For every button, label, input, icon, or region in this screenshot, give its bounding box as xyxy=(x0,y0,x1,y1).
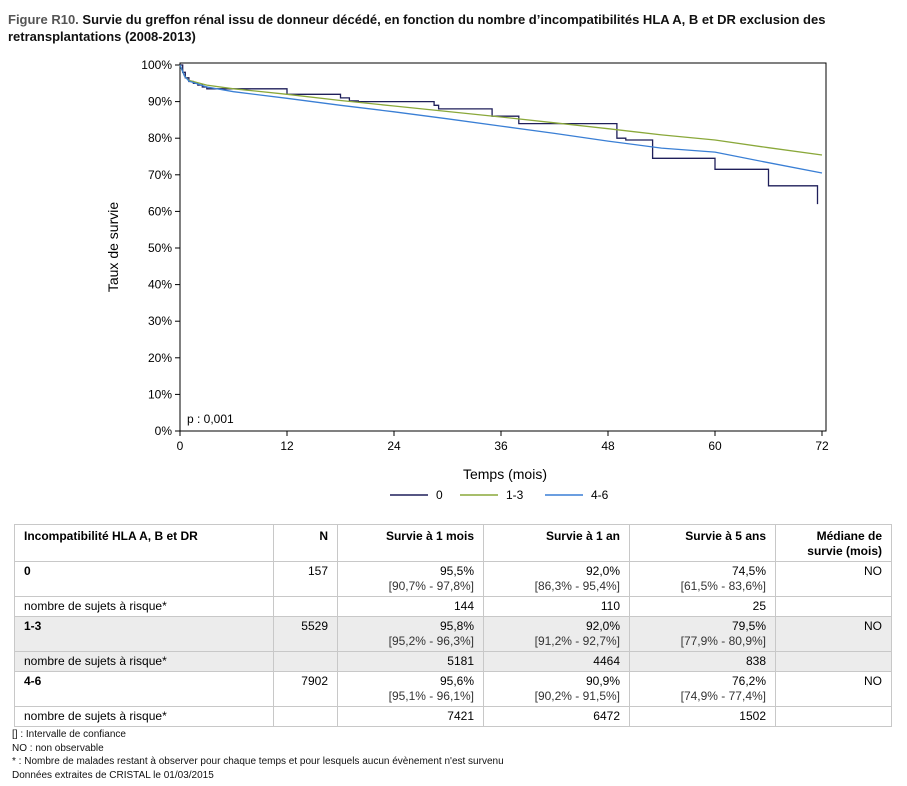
col-header-n: N xyxy=(273,524,338,562)
table-row: 0 157 95,5% [90,7% - 97,8%] 92,0% [86,3% -… xyxy=(14,561,892,597)
at-risk-1-year: 110 xyxy=(483,596,630,617)
col-header-incompatibility: Incompatibilité HLA A, B et DR xyxy=(14,524,274,562)
table-row-at-risk: nombre de sujets à risque* 5181 4464 838 xyxy=(14,651,892,672)
x-tick-label: 72 xyxy=(815,439,829,453)
col-header-survival-5-years: Survie à 5 ans xyxy=(629,524,776,562)
y-tick-label: 50% xyxy=(148,241,172,255)
survival-1-year: 92,0% [91,2% - 92,7%] xyxy=(483,616,630,652)
at-risk-5-years: 838 xyxy=(629,651,776,672)
survival-1-month: 95,6% [95,1% - 96,1%] xyxy=(337,671,484,707)
median-survival: NO xyxy=(775,561,892,597)
figure-title-text: Survie du greffon rénal issu de donneur … xyxy=(8,12,826,44)
legend-label-4-6: 4-6 xyxy=(591,488,609,502)
median-survival: NO xyxy=(775,616,892,652)
survival-1-year: 90,9% [90,2% - 91,5%] xyxy=(483,671,630,707)
x-tick-label: 60 xyxy=(708,439,722,453)
y-tick-label: 80% xyxy=(148,131,172,145)
col-header-median-survival: Médiane de survie (mois) xyxy=(775,524,892,562)
x-tick-label: 24 xyxy=(387,439,401,453)
group-n: 5529 xyxy=(273,616,338,652)
results-table: Incompatibilité HLA A, B et DR N Survie … xyxy=(14,524,892,727)
x-tick-label: 0 xyxy=(177,439,184,453)
figure-label: Figure R10. xyxy=(8,12,79,27)
figure-title: Figure R10. Survie du greffon rénal issu… xyxy=(8,11,888,45)
x-axis-label: Temps (mois) xyxy=(463,466,547,482)
footnote-source: Données extraites de CRISTAL le 01/03/20… xyxy=(12,769,214,781)
at-risk-1-month: 5181 xyxy=(337,651,484,672)
group-name: 0 xyxy=(14,561,274,597)
y-tick-label: 40% xyxy=(148,278,172,292)
survival-1-month: 95,5% [90,7% - 97,8%] xyxy=(337,561,484,597)
y-tick-label: 100% xyxy=(141,58,172,72)
y-axis-label: Taux de survie xyxy=(105,202,121,292)
at-risk-5-years: 25 xyxy=(629,596,776,617)
y-tick-label: 90% xyxy=(148,95,172,109)
median-survival: NO xyxy=(775,671,892,707)
series-line-1-3 xyxy=(179,64,823,156)
y-tick-label: 60% xyxy=(148,204,172,218)
at-risk-label: nombre de sujets à risque* xyxy=(14,651,274,672)
p-value-annotation: p : 0,001 xyxy=(187,412,234,426)
series-line-0 xyxy=(180,64,819,205)
y-tick-label: 20% xyxy=(148,351,172,365)
y-tick-label: 0% xyxy=(155,424,173,438)
at-risk-1-year: 6472 xyxy=(483,706,630,727)
at-risk-1-month: 7421 xyxy=(337,706,484,727)
footnote-at-risk: * : Nombre de malades restant à observer… xyxy=(12,756,504,767)
survival-1-month: 95,8% [95,2% - 96,3%] xyxy=(337,616,484,652)
group-n: 7902 xyxy=(273,671,338,707)
table-row: 4-6 7902 95,6% [95,1% - 96,1%] 90,9% [90,2… xyxy=(14,671,892,707)
group-name: 1-3 xyxy=(14,616,274,652)
at-risk-1-month: 144 xyxy=(337,596,484,617)
footnote-ci: [] : Intervalle de confiance xyxy=(12,729,126,740)
plot-frame xyxy=(179,62,827,432)
survival-5-years: 79,5% [77,9% - 80,9%] xyxy=(629,616,776,652)
legend-label-0: 0 xyxy=(436,488,443,502)
x-tick-label: 36 xyxy=(494,439,508,453)
survival-5-years: 76,2% [74,9% - 77,4%] xyxy=(629,671,776,707)
survival-1-year: 92,0% [86,3% - 95,4%] xyxy=(483,561,630,597)
y-tick-label: 70% xyxy=(148,168,172,182)
col-header-survival-1-year: Survie à 1 an xyxy=(483,524,630,562)
survival-chart: 0% 10% 20% 30% 40% 50% 60% 70% 80% 90% 100% 0 12 24 36… xyxy=(105,58,829,502)
series-line-4-6 xyxy=(179,64,823,174)
legend-label-1-3: 1-3 xyxy=(506,488,524,502)
y-tick-label: 10% xyxy=(148,387,172,401)
at-risk-label: nombre de sujets à risque* xyxy=(14,706,274,727)
y-tick-label: 30% xyxy=(148,314,172,328)
table-row-at-risk: nombre de sujets à risque* 7421 6472 150… xyxy=(14,706,892,727)
col-header-survival-1-month: Survie à 1 mois xyxy=(337,524,484,562)
table-row-at-risk: nombre de sujets à risque* 144 110 25 xyxy=(14,596,892,617)
footnotes: [] : Intervalle de confiance NO : non ob… xyxy=(12,728,504,782)
at-risk-5-years: 1502 xyxy=(629,706,776,727)
footnote-no: NO : non observable xyxy=(12,742,104,754)
group-name: 4-6 xyxy=(14,671,274,707)
x-tick-label: 48 xyxy=(601,439,615,453)
group-n: 157 xyxy=(273,561,338,597)
table-row: 1-3 5529 95,8% [95,2% - 96,3%] 92,0% [91,2… xyxy=(14,616,892,652)
at-risk-label: nombre de sujets à risque* xyxy=(14,596,274,617)
at-risk-1-year: 4464 xyxy=(483,651,630,672)
x-tick-label: 12 xyxy=(280,439,294,453)
survival-5-years: 74,5% [61,5% - 83,6%] xyxy=(629,561,776,597)
table-header-row: Incompatibilité HLA A, B et DR N Survie … xyxy=(14,524,892,562)
